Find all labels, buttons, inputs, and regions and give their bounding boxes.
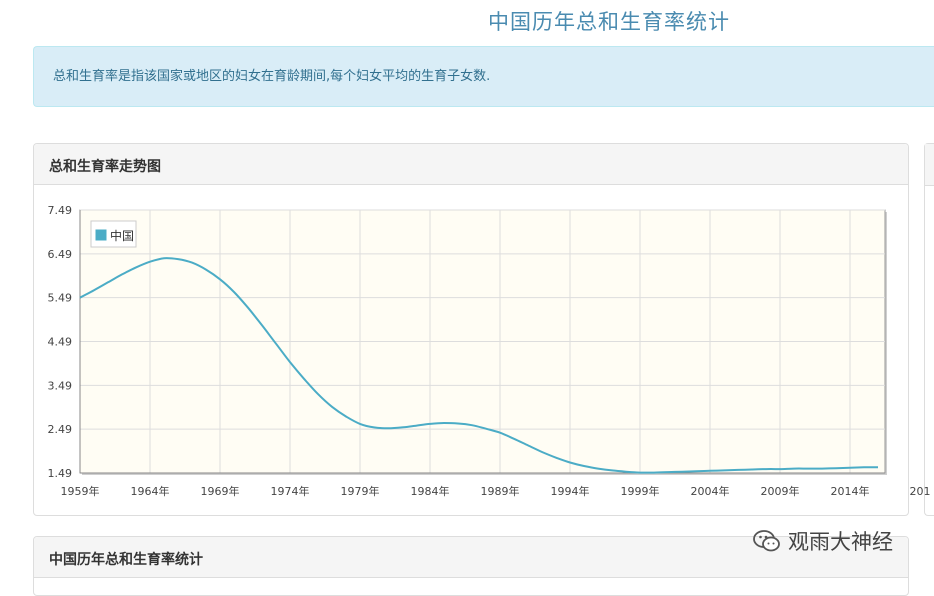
chart-panel-heading: 总和生育率走势图 [34, 144, 908, 185]
x-tick-label: 1979年 [341, 484, 380, 498]
x-tick-label: 201 [910, 485, 931, 498]
y-tick-label: 6.49 [48, 248, 73, 261]
x-tick-label: 2014年 [831, 484, 870, 498]
x-tick-label: 1989年 [481, 484, 520, 498]
wechat-icon [753, 530, 780, 552]
x-tick-label: 2004年 [691, 484, 730, 498]
watermark-text: 观雨大神经 [788, 530, 893, 554]
x-tick-label: 1974年 [271, 484, 310, 498]
series-line-中国 [79, 257, 879, 474]
x-tick-label: 1969年 [201, 484, 240, 498]
info-alert: 总和生育率是指该国家或地区的妇女在育龄期间,每个妇女平均的生育子女数. [33, 46, 934, 107]
description-text: 总和生育率是指该国家或地区的妇女在育龄期间,每个妇女平均的生育子女数. [53, 69, 491, 84]
y-tick-label: 1.49 [48, 467, 73, 480]
fertility-line-chart: 1.49 2.49 3.49 4.49 5.49 6.49 7.49 1959年 1964年 19… [48, 204, 931, 498]
y-tick-label: 2.49 [48, 423, 73, 436]
x-tick-label: 2009年 [761, 484, 800, 498]
side-panel-edge [924, 143, 934, 516]
y-tick-label: 7.49 [48, 204, 73, 217]
x-tick-label: 1959年 [61, 484, 100, 498]
x-tick-label: 1964年 [131, 484, 170, 498]
x-tick-label: 1984年 [411, 484, 450, 498]
x-tick-label: 1994年 [551, 484, 590, 498]
legend-label: 中国 [110, 228, 134, 243]
legend-swatch [94, 228, 108, 242]
y-tick-label: 4.49 [48, 336, 73, 349]
page-title: 中国历年总和生育率统计 [488, 10, 730, 34]
watermark: 观雨大神经 [752, 526, 893, 556]
x-tick-label: 1999年 [621, 484, 660, 498]
legend: 中国 [90, 220, 137, 248]
y-tick-label: 5.49 [48, 292, 73, 305]
y-tick-label: 3.49 [48, 379, 73, 392]
